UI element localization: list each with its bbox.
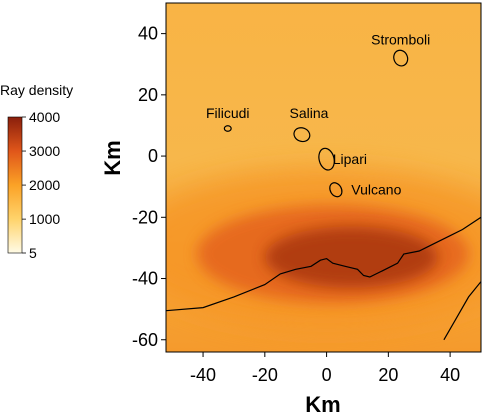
y-tick-label: -20 xyxy=(132,207,158,227)
y-axis-title: Km xyxy=(100,140,125,175)
coastline xyxy=(443,281,481,341)
y-tick-label: 20 xyxy=(138,85,158,105)
colorbar-tick-label: 4000 xyxy=(29,109,60,125)
plot-area: Stromboli Filicudi Salina Lipari Vulcano xyxy=(165,2,482,353)
x-tick-label: 40 xyxy=(440,365,460,385)
colorbar-gradient xyxy=(7,116,23,254)
island-outline xyxy=(329,182,343,198)
island-label: Filicudi xyxy=(206,105,250,121)
plot-frame xyxy=(165,2,482,353)
island-label: Stromboli xyxy=(371,31,430,47)
colorbar-title: Ray density xyxy=(0,82,73,98)
y-tick-label: 40 xyxy=(138,24,158,44)
x-axis-title: Km xyxy=(305,392,340,417)
colorbar-tick-label: 1000 xyxy=(29,211,60,227)
coastline xyxy=(166,216,481,312)
y-tick-label: -40 xyxy=(132,269,158,289)
colorbar: Ray density 4000 3000 2000 1000 5 xyxy=(0,82,73,261)
x-axis-ticks: -40 -20 0 20 40 xyxy=(190,352,460,385)
density-zone xyxy=(264,226,438,288)
island-outline xyxy=(318,147,335,171)
island-outline xyxy=(223,125,232,132)
y-tick-label: -60 xyxy=(132,330,158,350)
island-outline xyxy=(393,49,409,67)
colorbar-tick-label: 3000 xyxy=(29,143,60,159)
y-axis-ticks: 40 20 0 -20 -40 -60 xyxy=(132,24,166,350)
coastlines xyxy=(166,216,481,341)
x-tick-label: -20 xyxy=(252,365,278,385)
x-tick-label: 0 xyxy=(322,365,332,385)
y-tick-label: 0 xyxy=(148,146,158,166)
island-label: Lipari xyxy=(333,151,367,167)
colorbar-ticks: 4000 3000 2000 1000 5 xyxy=(22,109,60,261)
colorbar-tick-label: 2000 xyxy=(29,177,60,193)
x-tick-label: -40 xyxy=(190,365,216,385)
island-label: Salina xyxy=(290,105,329,121)
island-outline xyxy=(293,127,311,143)
islands: Stromboli Filicudi Salina Lipari Vulcano xyxy=(206,31,430,198)
density-zones xyxy=(166,168,481,328)
island-label: Vulcano xyxy=(351,182,401,198)
colorbar-tick-label: 5 xyxy=(29,245,37,261)
x-tick-label: 20 xyxy=(378,365,398,385)
